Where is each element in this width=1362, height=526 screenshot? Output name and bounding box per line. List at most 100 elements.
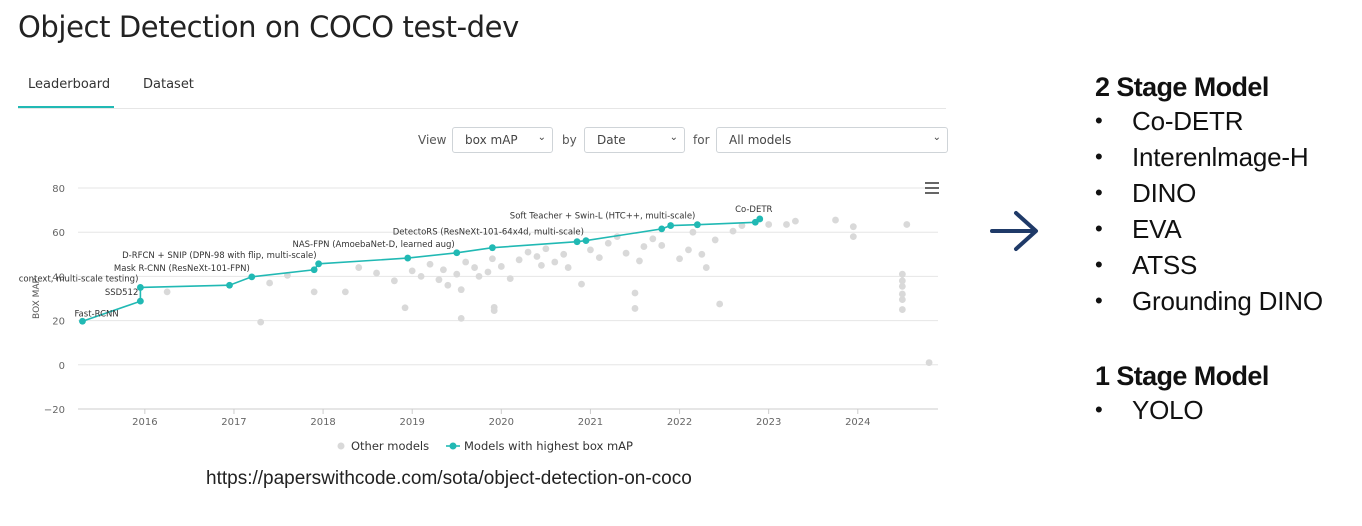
tab-leaderboard[interactable]: Leaderboard bbox=[28, 77, 111, 92]
other-model-point bbox=[898, 306, 906, 313]
x-tick-label: 2019 bbox=[399, 417, 424, 428]
sota-point-label: Soft Teacher + Swin-L (HTC++, multi-scal… bbox=[510, 212, 696, 222]
hamburger-menu-icon[interactable] bbox=[925, 182, 939, 197]
for-label: for bbox=[693, 133, 710, 147]
other-model-point bbox=[832, 216, 839, 224]
other-model-point bbox=[444, 281, 452, 289]
other-model-point bbox=[898, 282, 906, 290]
other-model-point bbox=[533, 253, 541, 260]
y-tick-label: −20 bbox=[44, 405, 65, 416]
other-model-point bbox=[551, 258, 559, 266]
other-model-point bbox=[783, 221, 790, 228]
legend-label-sota: Models with highest box mAP bbox=[464, 439, 633, 453]
bullet-icon: • bbox=[1095, 288, 1103, 313]
other-model-point bbox=[462, 258, 470, 266]
x-tick-label: 2022 bbox=[667, 417, 692, 428]
other-model-point bbox=[457, 314, 465, 322]
x-tick-label: 2023 bbox=[756, 417, 781, 428]
list-item-label: Grounding DINO bbox=[1132, 286, 1323, 316]
x-tick-label: 2024 bbox=[845, 417, 870, 428]
other-model-point bbox=[341, 288, 349, 296]
other-model-point bbox=[266, 279, 274, 287]
other-model-point bbox=[849, 233, 857, 241]
other-model-point bbox=[636, 257, 643, 265]
active-tab-indicator bbox=[18, 106, 114, 108]
sota-point-label: D-RFCN + SNIP (DPN-98 with flip, multi-s… bbox=[122, 251, 317, 261]
other-model-point bbox=[560, 250, 568, 258]
view-label: View bbox=[418, 133, 447, 147]
other-model-point bbox=[640, 243, 648, 250]
by-select-value: Date bbox=[597, 133, 626, 147]
other-model-point bbox=[676, 255, 683, 263]
other-model-point bbox=[658, 242, 666, 249]
sota-point bbox=[248, 273, 256, 281]
other-model-point bbox=[898, 277, 906, 285]
other-model-point bbox=[417, 273, 425, 280]
bullet-icon: • bbox=[1095, 252, 1103, 277]
for-select[interactable]: All models ⌄ bbox=[716, 127, 948, 153]
list-item: • EVA bbox=[1095, 211, 1323, 247]
tab-dataset[interactable]: Dataset bbox=[143, 77, 194, 92]
by-select[interactable]: Date ⌄ bbox=[584, 127, 685, 153]
other-model-point bbox=[408, 267, 416, 275]
other-model-point bbox=[622, 249, 630, 257]
chevron-down-icon: ⌄ bbox=[669, 132, 678, 143]
y-tick-label: 20 bbox=[52, 317, 65, 328]
other-model-point bbox=[490, 307, 498, 315]
bullet-icon: • bbox=[1095, 397, 1103, 422]
other-model-point bbox=[426, 260, 434, 268]
view-select-value: box mAP bbox=[465, 133, 518, 147]
other-model-point bbox=[453, 270, 461, 278]
list-item-label: ATSS bbox=[1132, 250, 1198, 280]
other-model-point bbox=[898, 296, 906, 304]
other-model-point bbox=[257, 318, 265, 326]
sota-point-label: Fast-RCNN bbox=[74, 309, 118, 319]
page-title: Object Detection on COCO test-dev bbox=[18, 10, 519, 44]
other-model-point bbox=[898, 290, 906, 298]
other-model-point bbox=[401, 304, 409, 312]
other-model-point bbox=[685, 246, 692, 254]
other-model-point bbox=[538, 261, 545, 269]
list-item-label: DINO bbox=[1132, 178, 1197, 208]
other-model-point bbox=[515, 256, 523, 264]
other-model-point bbox=[484, 268, 492, 276]
other-model-point bbox=[578, 280, 585, 288]
other-model-point bbox=[702, 264, 710, 271]
other-model-point bbox=[711, 236, 719, 244]
other-model-point bbox=[898, 270, 906, 278]
list-item-label: YOLO bbox=[1132, 395, 1204, 425]
list-item: • DINO bbox=[1095, 175, 1323, 211]
one-stage-section: 1 Stage Model • YOLO bbox=[1095, 361, 1269, 428]
sota-point bbox=[136, 297, 144, 305]
sota-point bbox=[226, 281, 233, 289]
y-tick-label: 0 bbox=[59, 361, 65, 372]
sota-point bbox=[453, 249, 461, 257]
bullet-icon: • bbox=[1095, 180, 1103, 205]
sota-point-label: SSD512 bbox=[105, 288, 139, 298]
list-item: • YOLO bbox=[1095, 392, 1269, 428]
for-select-value: All models bbox=[729, 133, 792, 147]
chevron-down-icon: ⌄ bbox=[537, 132, 546, 143]
tab-bar: Leaderboard Dataset bbox=[18, 72, 946, 109]
one-stage-list: • YOLO bbox=[1095, 392, 1269, 428]
list-item: • ATSS bbox=[1095, 247, 1323, 283]
other-model-point bbox=[792, 217, 799, 225]
other-model-point bbox=[595, 254, 603, 262]
other-model-point bbox=[506, 275, 514, 283]
other-model-point bbox=[765, 221, 773, 228]
by-label: by bbox=[562, 133, 577, 147]
other-model-point bbox=[604, 239, 612, 247]
other-model-point bbox=[849, 223, 857, 231]
bullet-icon: • bbox=[1095, 216, 1103, 241]
view-select[interactable]: box mAP ⌄ bbox=[452, 127, 553, 153]
other-model-point bbox=[903, 221, 911, 228]
bullet-icon: • bbox=[1095, 108, 1103, 133]
sota-point bbox=[582, 237, 590, 244]
chevron-down-icon: ⌄ bbox=[932, 132, 941, 143]
other-model-point bbox=[390, 277, 398, 285]
sota-point-label: Faster R-CNN (box refinement, context, m… bbox=[18, 274, 138, 284]
sota-point bbox=[667, 222, 675, 229]
y-tick-label: 40 bbox=[52, 272, 65, 283]
other-model-point bbox=[524, 248, 532, 256]
x-tick-label: 2017 bbox=[221, 417, 246, 428]
